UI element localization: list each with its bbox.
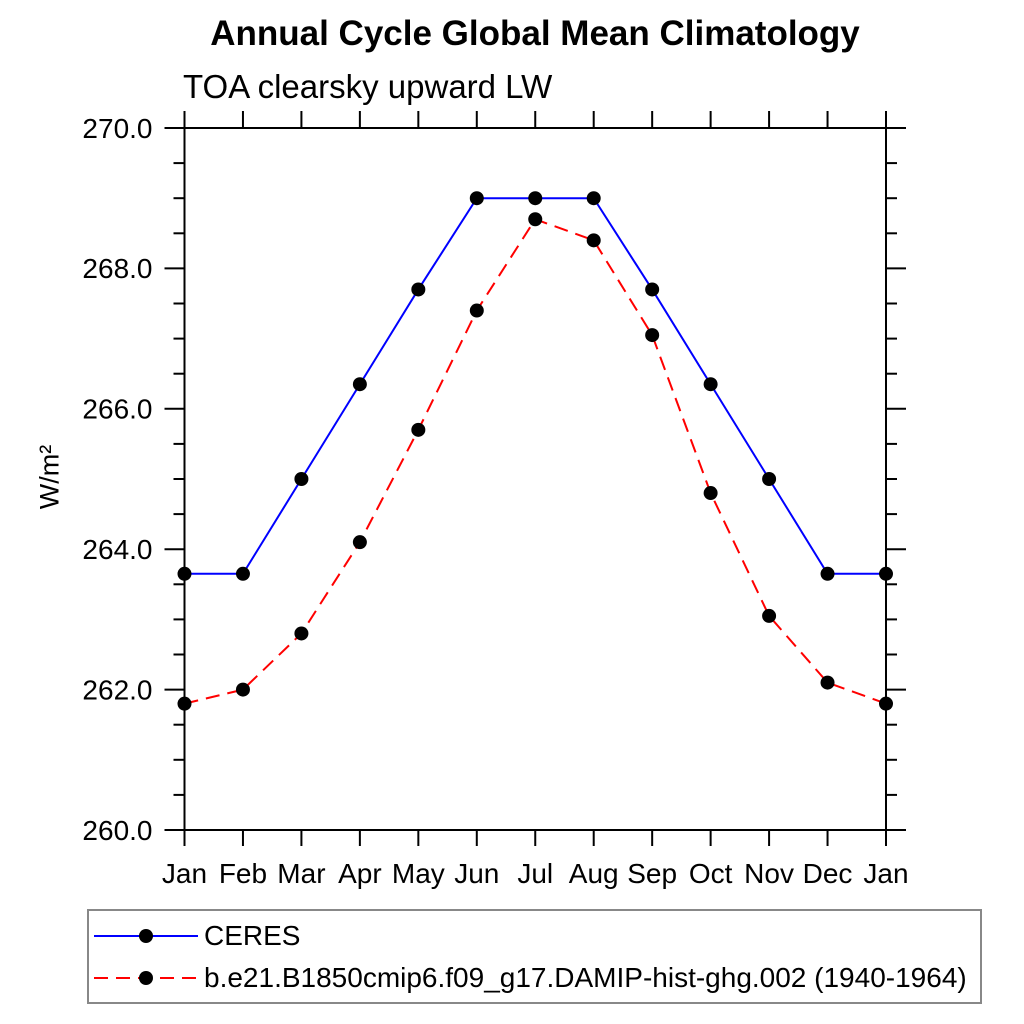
series-marker-1 <box>177 696 192 711</box>
x-tick-label: Jan <box>162 858 207 889</box>
series-marker-0 <box>294 472 309 486</box>
series-marker-0 <box>411 282 426 297</box>
x-tick-label: Feb <box>219 858 267 889</box>
series-marker-1 <box>528 212 543 227</box>
x-tick-label: Nov <box>744 858 794 889</box>
chart-title: Annual Cycle Global Mean Climatology <box>210 14 860 53</box>
series-marker-0 <box>879 566 893 581</box>
series-marker-0 <box>469 191 484 206</box>
series-line-0 <box>184 197 886 575</box>
series-marker-0 <box>645 282 660 297</box>
series-marker-0 <box>235 566 250 581</box>
x-tick-label: Apr <box>338 858 382 889</box>
series-marker-1 <box>645 328 660 343</box>
legend-box: CERES b.e21.B1850cmip6.f09_g17.DAMIP-his… <box>87 909 982 1004</box>
chart-subtitle: TOA clearsky upward LW <box>183 68 553 105</box>
legend-marker <box>139 929 153 943</box>
y-tick-label: 264.0 <box>82 534 152 565</box>
x-tick-label: May <box>392 858 445 889</box>
y-tick-label: 266.0 <box>82 394 152 425</box>
x-tick-label: Oct <box>689 858 733 889</box>
y-tick-label: 260.0 <box>82 815 152 846</box>
series-marker-1 <box>411 422 426 437</box>
series-marker-0 <box>762 472 777 486</box>
x-tick-label: Jun <box>454 858 499 889</box>
legend-item-model: b.e21.B1850cmip6.f09_g17.DAMIP-hist-ghg.… <box>92 962 967 993</box>
legend-label-ceres: CERES <box>204 920 301 951</box>
y-tick-label: 268.0 <box>82 253 152 284</box>
x-tick-label: Jan <box>863 858 908 889</box>
x-tick-label: Jul <box>517 858 553 889</box>
series-marker-0 <box>177 566 192 581</box>
series-marker-1 <box>762 608 777 623</box>
series-marker-1 <box>469 303 484 318</box>
series-line-1 <box>184 218 887 705</box>
series-marker-0 <box>820 566 835 581</box>
plot-frame <box>183 127 887 831</box>
series-marker-1 <box>879 696 893 711</box>
legend-marker <box>139 971 153 985</box>
x-tick-label: Dec <box>803 858 853 889</box>
legend-line-sample-ceres <box>94 929 198 943</box>
series-marker-0 <box>528 191 543 206</box>
series-marker-0 <box>352 377 367 392</box>
series-marker-1 <box>235 682 250 697</box>
x-tick-label: Mar <box>277 858 325 889</box>
series-marker-1 <box>703 486 718 501</box>
series-marker-1 <box>352 535 367 550</box>
series-marker-1 <box>586 233 601 248</box>
series-marker-0 <box>703 377 718 392</box>
series-marker-1 <box>294 626 309 641</box>
x-tick-label: Aug <box>569 858 619 889</box>
legend-label-model: b.e21.B1850cmip6.f09_g17.DAMIP-hist-ghg.… <box>204 962 967 993</box>
y-tick-label: 262.0 <box>82 674 152 705</box>
y-tick-label: 270.0 <box>82 113 152 144</box>
x-tick-label: Sep <box>627 858 677 889</box>
series-marker-0 <box>586 191 601 206</box>
series-marker-1 <box>820 675 835 690</box>
legend-item-ceres: CERES <box>92 920 301 951</box>
legend-line-sample-model <box>94 971 198 985</box>
